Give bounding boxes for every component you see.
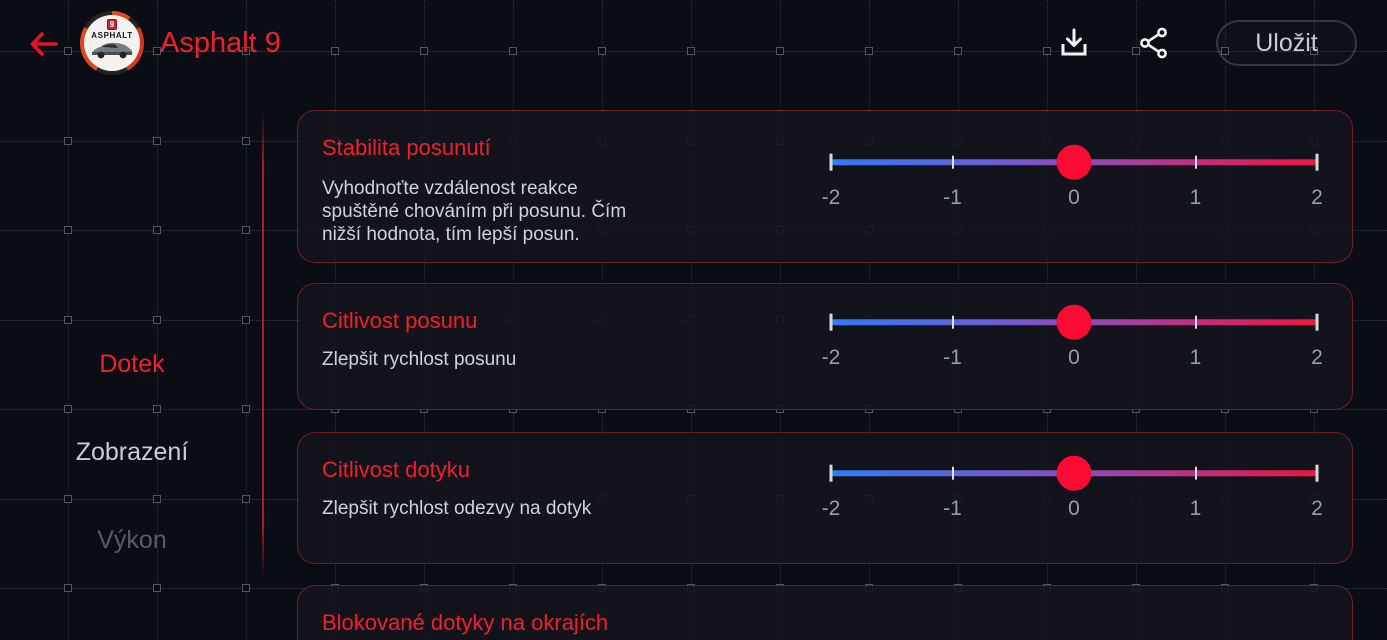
- save-button[interactable]: Uložit: [1216, 20, 1357, 66]
- logo-wordmark: ASPHALT: [91, 31, 133, 40]
- slider-tick: [829, 153, 833, 171]
- setting-card-citlivost-dotyku: Citlivost dotyku Zlepšit rychlost odezvy…: [297, 432, 1353, 564]
- logo-badge-9: 9: [106, 19, 118, 30]
- card-title: Blokované dotyky na okrajích: [322, 610, 609, 635]
- sidebar-tab-vykon[interactable]: Výkon: [97, 526, 167, 554]
- slider-thumb[interactable]: [1056, 455, 1092, 491]
- card-title: Citlivost posunu: [322, 308, 478, 333]
- slider-tick: [951, 155, 954, 169]
- sidebar-tab-dotek[interactable]: Dotek: [99, 350, 165, 378]
- header: 9 ASPHALT Asphalt 9: [0, 0, 1387, 86]
- slider-tick: [1194, 466, 1197, 480]
- sidebar-tab-zobrazeni[interactable]: Zobrazení: [75, 438, 189, 466]
- slider-track[interactable]: [829, 144, 1319, 180]
- slider-track[interactable]: [829, 304, 1319, 340]
- slider-tick: [829, 313, 833, 331]
- setting-card-stabilita-posunuti: Stabilita posunutí Vyhodnoťte vzdálenost…: [297, 110, 1353, 263]
- slider-tick: [1194, 315, 1197, 329]
- back-arrow-icon: [30, 32, 58, 56]
- card-description: Zlepšit rychlost odezvy na dotyk: [322, 498, 592, 519]
- back-button[interactable]: [26, 26, 62, 62]
- setting-card-blokovane-dotyky: Blokované dotyky na okrajích: [297, 585, 1353, 640]
- setting-card-citlivost-posunu: Citlivost posunu Zlepšit rychlost posunu…: [297, 283, 1353, 410]
- card-title: Citlivost dotyku: [322, 457, 470, 482]
- asphalt9-game-icon: 9 ASPHALT: [80, 11, 144, 75]
- slider-thumb[interactable]: [1056, 304, 1092, 340]
- share-button[interactable]: [1136, 25, 1172, 61]
- slider-tick: [951, 315, 954, 329]
- logo-car-image: [92, 42, 133, 59]
- card-description: Vyhodnoťte vzdálenost reakce spuštěné ch…: [322, 178, 627, 245]
- download-button[interactable]: [1056, 25, 1092, 61]
- slider-tick-labels: -2 -1 0 1 2: [821, 345, 1323, 369]
- slider-tick-labels: -2 -1 0 1 2: [821, 185, 1323, 209]
- slider-tick: [829, 464, 833, 482]
- slider-tick: [1194, 155, 1197, 169]
- slider-track[interactable]: [829, 455, 1319, 491]
- slider-tick-labels: -2 -1 0 1 2: [821, 497, 1323, 521]
- card-description: Zlepšit rychlost posunu: [322, 349, 517, 370]
- slider-tick: [1315, 153, 1319, 171]
- citlivost-dotyku-slider[interactable]: -2 -1 0 1 2: [821, 455, 1323, 530]
- citlivost-posunu-slider[interactable]: -2 -1 0 1 2: [821, 304, 1323, 379]
- slider-tick: [1315, 313, 1319, 331]
- slider-thumb[interactable]: [1056, 144, 1092, 180]
- download-icon: [1061, 28, 1087, 56]
- sidebar-divider: [262, 112, 264, 578]
- share-icon: [1140, 27, 1167, 59]
- stabilita-posunuti-slider[interactable]: -2 -1 0 1 2: [821, 144, 1323, 219]
- page-title: Asphalt 9: [160, 26, 281, 59]
- slider-tick: [951, 466, 954, 480]
- card-title: Stabilita posunutí: [322, 135, 491, 160]
- slider-tick: [1315, 464, 1319, 482]
